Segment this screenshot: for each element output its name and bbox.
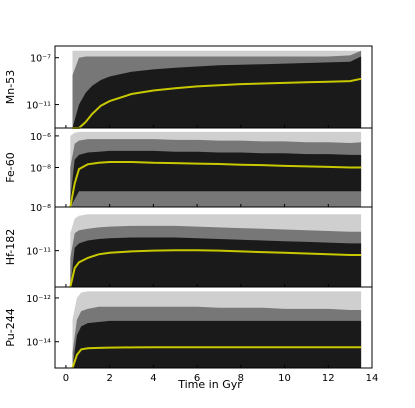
panel-1-y-axis-label: Mn-53: [4, 70, 17, 104]
panel-2-y-tick-label: 10⁻⁸: [30, 164, 51, 175]
panel-2-median-line: [69, 161, 362, 208]
x-tick-label: 14: [366, 373, 379, 384]
panel-3-y-axis-label: Hf-182: [4, 229, 17, 266]
panel-2-inner-band: [70, 150, 362, 207]
x-tick-label: 10: [278, 373, 291, 384]
panel-1-y-tick-label: 10⁻¹¹: [26, 101, 51, 112]
x-tick-label: 0: [63, 373, 69, 384]
panel-2-y-tick-label: 10⁻⁶: [30, 132, 51, 143]
panel-4-frame: [54, 286, 373, 369]
panel-4-inner-band: [72, 320, 362, 368]
panel-3: 10⁻⁸ 10⁻¹¹ Hf-182: [4, 203, 373, 288]
x-tick-label: 4: [150, 373, 156, 384]
panel-3-inner-band: [70, 237, 362, 287]
panel-3-y-tick-label: 10⁻¹¹: [26, 247, 51, 258]
panel-1-y-tick-label: 10⁻⁷: [30, 54, 51, 65]
panel-2: 10⁻⁶ 10⁻⁸ Fe-60: [4, 127, 373, 208]
x-axis-label: Time in Gyr: [177, 378, 242, 391]
panel-3-median-line: [69, 249, 362, 288]
panel-1: 10⁻⁷ 10⁻¹¹ Mn-53: [4, 45, 373, 129]
panel-4-median-line: [71, 346, 362, 369]
panel-4-y-tick-label: 10⁻¹⁴: [26, 338, 51, 349]
x-tick-label: 8: [238, 373, 244, 384]
x-tick-label: 12: [322, 373, 335, 384]
panel-3-y-tick-label: 10⁻⁸: [30, 203, 51, 214]
panel-4-y-axis-label: Pu-244: [4, 308, 17, 346]
panel-1-inner-band: [72, 56, 362, 128]
panel-2-y-axis-label: Fe-60: [4, 152, 17, 182]
panel-4: 10⁻¹² 10⁻¹⁴ Pu-244: [4, 286, 373, 369]
x-tick-label: 6: [194, 373, 200, 384]
x-tick-label: 2: [106, 373, 112, 384]
panel-4-y-tick-label: 10⁻¹²: [26, 294, 51, 305]
panel-1-median-line: [72, 77, 362, 129]
